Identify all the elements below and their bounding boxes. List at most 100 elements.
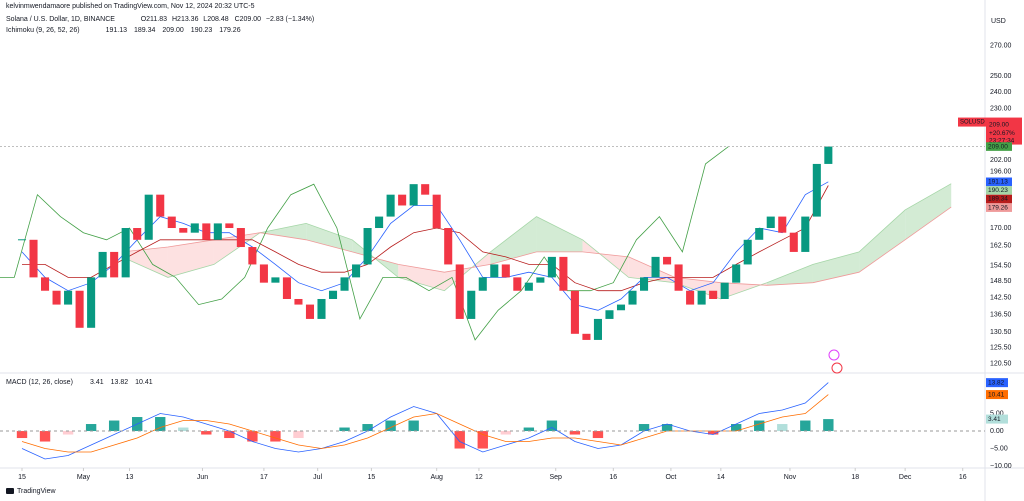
symbol-tag [958, 117, 986, 127]
histogram-bar [85, 424, 97, 432]
y-tick-label: 170.00 [990, 225, 1012, 232]
candle [570, 290, 579, 334]
candle [167, 216, 176, 229]
last-price-countdown: 23:27:34 [989, 137, 1015, 144]
candle [593, 318, 602, 340]
indicator-value: 179.26 [219, 27, 241, 34]
candle [317, 298, 326, 319]
candle [755, 228, 764, 240]
ichimoku-span-b [121, 206, 952, 286]
candle [674, 264, 683, 291]
candle [536, 277, 545, 283]
macd-label: MACD (12, 26, close) [6, 379, 73, 386]
histogram-bar [62, 431, 74, 435]
candle [605, 310, 614, 319]
candle [824, 146, 833, 164]
macd-value: 10.41 [135, 379, 153, 386]
x-tick-label: Jun [197, 474, 208, 481]
y-tick-label: 125.50 [990, 345, 1012, 352]
histogram-bar [16, 431, 28, 439]
y-tick-label: 136.50 [990, 311, 1012, 318]
candle [133, 228, 142, 240]
candle [294, 298, 303, 305]
candle [628, 290, 637, 305]
candle [778, 216, 787, 233]
x-tick-label: Sep [549, 474, 562, 481]
histogram-bar [247, 431, 258, 442]
candle [720, 282, 729, 299]
indicator-value: 209.00 [162, 27, 184, 34]
histogram-bar [155, 417, 166, 432]
macd-tag-label: 10.41 [988, 391, 1005, 398]
y-tick-label: 270.00 [990, 42, 1012, 49]
y-tick-label: 202.00 [990, 157, 1012, 164]
x-tick-label: 16 [959, 474, 967, 481]
x-tick-label: 13 [126, 474, 134, 481]
price-tag-label: 189.34 [988, 196, 1008, 203]
histogram-bar [569, 431, 581, 435]
candle [179, 228, 188, 233]
candle [202, 223, 211, 240]
x-tick-label: 14 [717, 474, 725, 481]
histogram-bar [638, 424, 650, 432]
y-tick-label: 196.00 [990, 169, 1012, 176]
candle [156, 194, 165, 217]
ichimoku-base [22, 185, 829, 292]
candle [467, 290, 476, 319]
signal-line [21, 394, 829, 453]
byline: kelvinmwendamaore published on TradingVi… [6, 3, 255, 10]
candle [812, 163, 821, 217]
price-pane [0, 146, 952, 341]
histogram-bar [385, 420, 396, 432]
candle [663, 256, 672, 265]
ichimoku-conversion [21, 181, 829, 311]
candle [236, 228, 245, 248]
macd-tag [986, 378, 1008, 388]
histogram-bar [754, 420, 765, 432]
y-tick-label: 130.50 [990, 329, 1012, 336]
candle [363, 228, 372, 265]
histogram-bar [362, 424, 373, 432]
macd-value: 3.41 [90, 379, 104, 386]
x-tick-label: 17 [260, 474, 268, 481]
histogram-bar [800, 420, 811, 432]
x-tick-label: 12 [475, 474, 483, 481]
histogram-bar [523, 427, 535, 432]
macd-tag [986, 414, 1008, 424]
candle [41, 277, 50, 291]
histogram-bar [178, 427, 189, 432]
ohlc-value: L208.48 [203, 16, 228, 23]
histogram-bar [201, 431, 212, 435]
y-tick-label: 120.50 [990, 361, 1012, 368]
candle [789, 232, 798, 252]
candle [340, 277, 349, 291]
macd-tag [986, 390, 1008, 400]
candle [766, 216, 775, 229]
candle [52, 290, 61, 305]
event-icons [828, 349, 843, 374]
cloud [306, 223, 353, 252]
cloud [398, 264, 445, 291]
x-tick-label: 15 [368, 474, 376, 481]
x-tick-label: Aug [430, 474, 443, 481]
histogram-bar [339, 427, 350, 432]
x-tick-label: May [77, 474, 91, 481]
candle [190, 223, 199, 233]
candle [398, 194, 407, 206]
brand-logo [6, 488, 14, 494]
candle [386, 194, 395, 217]
candle [87, 277, 96, 328]
candle [213, 223, 222, 240]
macd-pane [16, 382, 834, 460]
candle [697, 290, 706, 305]
indicator-label: Ichimoku (9, 26, 52, 26) [6, 27, 80, 34]
ohlc-value: O211.83 [141, 16, 167, 23]
price-tag [986, 194, 1012, 204]
ohlc-value: C209.00 [235, 16, 262, 23]
x-tick-label: 18 [851, 474, 859, 481]
histogram-bar [661, 424, 673, 432]
candle [432, 194, 441, 229]
candle [110, 251, 119, 278]
candle [743, 239, 752, 265]
